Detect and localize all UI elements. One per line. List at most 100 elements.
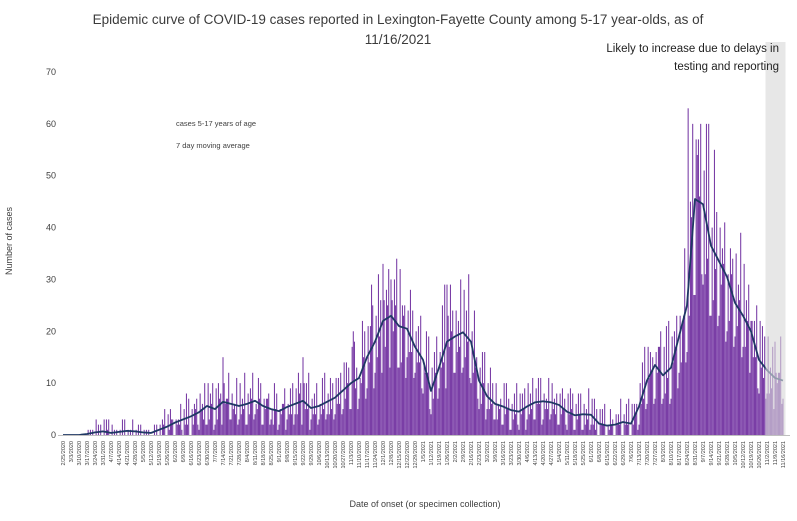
case-bar xyxy=(536,403,538,435)
case-bar xyxy=(167,414,169,435)
x-tick-label: 5/12/2020 xyxy=(149,441,155,465)
case-bar xyxy=(735,253,737,435)
case-bar xyxy=(355,388,357,435)
x-tick-label: 10/19/2021 xyxy=(749,441,755,469)
case-bar xyxy=(753,320,755,435)
x-tick-label: 12/22/2020 xyxy=(405,441,411,469)
case-bar xyxy=(236,377,238,435)
case-bar xyxy=(233,403,235,435)
case-bar xyxy=(305,383,307,435)
case-bar xyxy=(568,414,570,435)
case-bar xyxy=(407,310,409,435)
case-bar xyxy=(700,123,702,436)
case-bar xyxy=(475,367,477,435)
case-bar xyxy=(574,429,576,435)
case-bar xyxy=(421,388,423,435)
case-bar xyxy=(545,398,547,435)
case-bar xyxy=(502,424,504,435)
case-bar xyxy=(552,409,554,435)
x-tick-label: 1/5/2021 xyxy=(421,441,427,462)
case-bar xyxy=(599,409,601,435)
case-bar xyxy=(195,409,197,435)
case-bar xyxy=(137,424,139,435)
case-bar xyxy=(720,284,722,435)
case-bar xyxy=(465,310,467,435)
case-bar xyxy=(478,409,480,435)
x-tick-label: 10/26/2021 xyxy=(757,441,763,469)
case-bar xyxy=(275,409,277,435)
case-bar xyxy=(293,424,295,435)
case-bar xyxy=(517,424,519,435)
case-bar xyxy=(648,377,650,435)
case-bar xyxy=(479,367,481,435)
case-bar xyxy=(500,398,502,435)
case-bar xyxy=(715,269,717,435)
case-bar xyxy=(446,284,448,435)
x-tick-label: 6/23/2020 xyxy=(197,441,203,465)
case-bar xyxy=(323,409,325,435)
x-tick-label: 1/19/2021 xyxy=(437,441,443,465)
case-bar xyxy=(581,429,583,435)
case-bar xyxy=(387,305,389,435)
x-tick-label: 6/16/2020 xyxy=(189,441,195,465)
case-bar xyxy=(416,362,418,435)
case-bar xyxy=(395,305,397,435)
case-bar xyxy=(543,393,545,435)
case-bar xyxy=(229,419,231,435)
case-bar xyxy=(744,346,746,435)
case-bar xyxy=(607,424,609,435)
case-bar xyxy=(637,429,639,435)
case-bar xyxy=(518,429,520,435)
y-tick-label: 10 xyxy=(46,378,56,388)
case-bar xyxy=(87,429,89,435)
case-bar xyxy=(609,409,611,435)
recent-data-shade-band xyxy=(765,42,786,435)
case-bar xyxy=(389,367,391,435)
case-bar xyxy=(750,320,752,435)
x-tick-label: 8/11/2020 xyxy=(253,441,259,465)
case-bar xyxy=(310,419,312,435)
case-bar xyxy=(496,419,498,435)
x-tick-label: 10/12/2021 xyxy=(741,441,747,469)
case-bar xyxy=(401,305,403,435)
case-bar xyxy=(520,414,522,435)
x-tick-label: 6/2/2020 xyxy=(173,441,179,462)
case-bar xyxy=(319,403,321,435)
case-bar xyxy=(95,419,97,435)
case-bar xyxy=(503,383,505,435)
case-bar xyxy=(103,419,105,435)
x-tick-label: 6/15/2021 xyxy=(605,441,611,465)
case-bar xyxy=(748,284,750,435)
x-tick-label: 12/15/2020 xyxy=(397,441,403,469)
x-tick-label: 6/1/2021 xyxy=(589,441,595,462)
case-bar xyxy=(315,414,317,435)
case-bar xyxy=(669,403,671,435)
case-bar xyxy=(741,357,743,435)
case-bar xyxy=(224,403,226,435)
case-bar xyxy=(511,403,513,435)
case-bar xyxy=(284,388,286,435)
case-bar xyxy=(764,336,766,435)
case-bar xyxy=(169,409,171,435)
case-bar xyxy=(388,269,390,435)
x-tick-label: 5/4/2021 xyxy=(557,441,563,462)
case-bar xyxy=(105,419,107,435)
x-tick-label: 4/20/2021 xyxy=(541,441,547,465)
case-bar xyxy=(372,305,374,435)
case-bar xyxy=(540,377,542,435)
case-bar xyxy=(600,424,602,435)
x-tick-label: 10/5/2021 xyxy=(733,441,739,465)
case-bar xyxy=(350,409,352,435)
case-bar xyxy=(385,289,387,435)
case-bar xyxy=(533,419,535,435)
case-bar xyxy=(670,398,672,435)
case-bar xyxy=(341,414,343,435)
case-bar xyxy=(294,414,296,435)
case-bar xyxy=(247,393,249,435)
case-bar xyxy=(153,424,155,435)
x-tick-label: 4/28/2020 xyxy=(133,441,139,465)
case-bar xyxy=(457,320,459,435)
case-bar xyxy=(280,414,282,435)
case-bar xyxy=(739,300,741,435)
case-bar xyxy=(191,409,193,435)
